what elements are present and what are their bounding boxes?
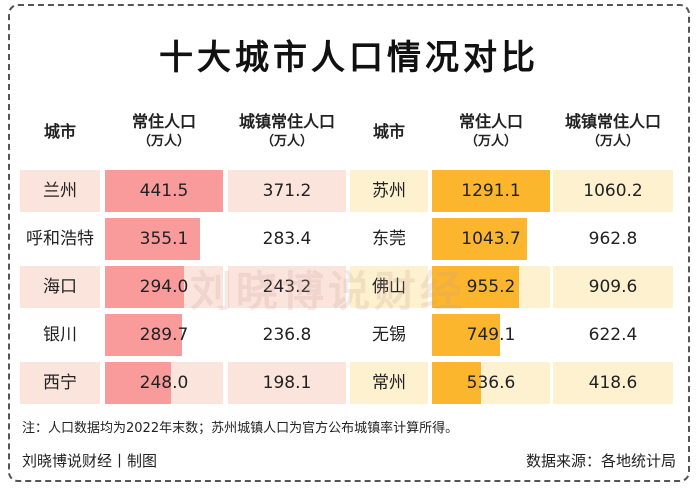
pop-bar [432, 218, 528, 260]
urban-value: 1060.2 [553, 170, 673, 212]
header-urban-label: 城镇常住人口 [238, 112, 335, 131]
header-unit: （万人） [137, 134, 190, 149]
city-cell: 常州 [350, 362, 428, 404]
pop-value: 294.0 [139, 277, 189, 297]
urban-value: 198.1 [228, 362, 346, 404]
header-pop-label: 常住人口 [458, 112, 523, 131]
urban-value: 909.6 [553, 266, 673, 308]
pop-bar [432, 266, 520, 308]
city-cell: 兰州 [20, 170, 100, 212]
pop-value: 355.1 [139, 229, 189, 249]
urban-value: 283.4 [262, 229, 312, 249]
header-pop-label: 常住人口 [131, 112, 196, 131]
pop-bar [432, 362, 482, 404]
header-pop-left: 常住人口 （万人） [105, 112, 223, 152]
urban-value: 371.2 [228, 170, 346, 212]
urban-value: 622.4 [588, 325, 638, 345]
header-unit: （万人） [464, 134, 517, 149]
city-cell: 西宁 [20, 362, 100, 404]
pop-value: 1291.1 [461, 181, 521, 201]
city-cell: 苏州 [350, 170, 428, 212]
data-source: 数据来源：各地统计局 [525, 452, 676, 470]
urban-value: 962.8 [588, 229, 638, 249]
page-title: 十大城市人口情况对比 [159, 38, 539, 78]
pop-bar [432, 170, 550, 212]
pop-bar [105, 218, 200, 260]
pop-value: 441.5 [139, 181, 189, 201]
header-urban-right: 城镇常住人口 （万人） [553, 112, 673, 152]
header-unit: （万人） [260, 134, 313, 149]
city-cell: 海口 [20, 266, 100, 308]
city-cell: 呼和浩特 [26, 229, 94, 249]
credit: 刘晓博说财经丨制图 [22, 452, 158, 470]
pop-bar [105, 362, 172, 404]
pop-value: 536.6 [466, 373, 516, 393]
header-urban-label: 城镇常住人口 [564, 112, 661, 131]
city-cell: 东莞 [372, 229, 406, 249]
pop-bar [105, 314, 183, 356]
urban-value: 243.2 [228, 266, 346, 308]
pop-value: 955.2 [466, 277, 516, 297]
pop-bar [105, 266, 184, 308]
pop-bar [432, 314, 501, 356]
urban-value: 418.6 [553, 362, 673, 404]
header-city-left: 城市 [43, 122, 76, 141]
pop-bar [105, 170, 223, 212]
pop-value: 248.0 [139, 373, 189, 393]
card-frame [8, 4, 690, 482]
header-city-right: 城市 [372, 122, 405, 141]
header-unit: （万人） [586, 134, 639, 149]
city-cell: 银川 [43, 325, 77, 345]
header-urban-left: 城镇常住人口 （万人） [228, 112, 346, 152]
city-cell: 佛山 [350, 266, 428, 308]
footnote: 注：人口数据均为2022年末数；苏州城镇人口为官方公布城镇率计算所得。 [22, 421, 459, 436]
city-cell: 无锡 [372, 325, 406, 345]
urban-value: 236.8 [262, 325, 312, 345]
pop-value: 289.7 [139, 325, 189, 345]
pop-value: 749.1 [466, 325, 516, 345]
pop-value: 1043.7 [461, 229, 521, 249]
header-pop-right: 常住人口 （万人） [432, 112, 550, 152]
